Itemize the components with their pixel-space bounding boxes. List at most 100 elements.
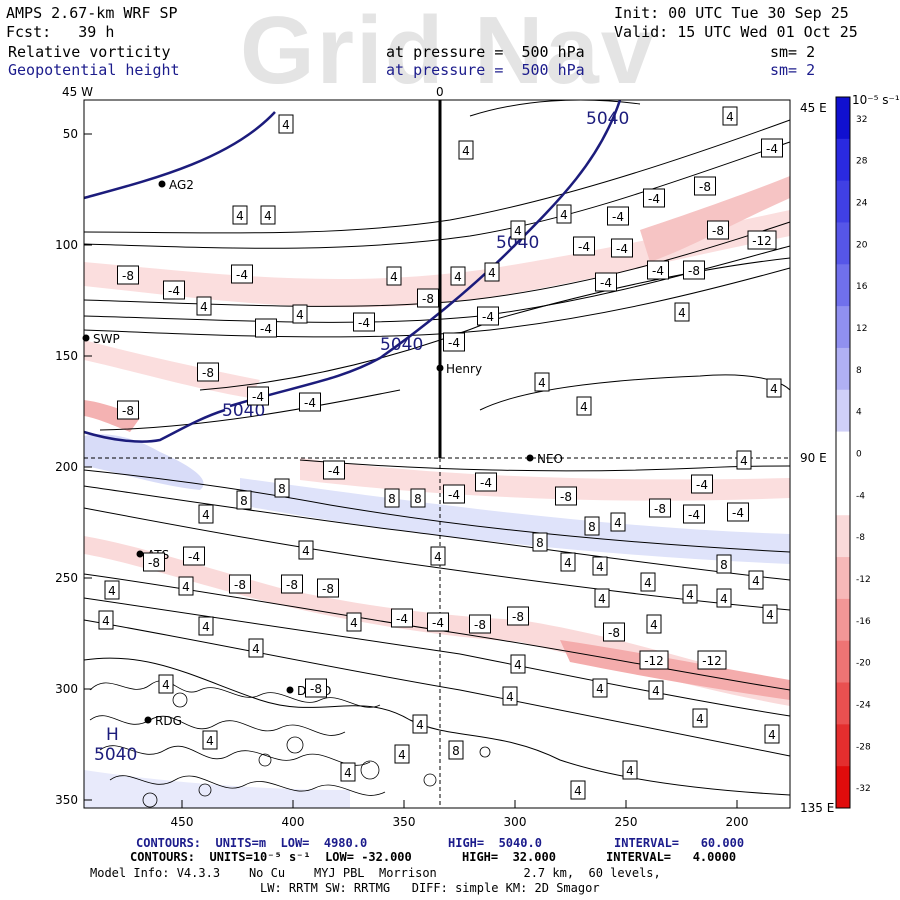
vorticity-label-box	[292, 304, 308, 324]
colorbar-tick-label: 20	[856, 240, 868, 250]
vorticity-label: -4	[236, 268, 248, 282]
vorticity-label-box	[683, 504, 705, 524]
vorticity-label: 8	[414, 492, 422, 506]
vorticity-label: 4	[506, 690, 514, 704]
station-label: SWP	[93, 332, 120, 346]
x-tick-label: 350	[393, 815, 416, 829]
colorbar-swatch	[836, 264, 850, 307]
vorticity-label: 4	[696, 712, 704, 726]
vorticity-label-box	[183, 546, 205, 566]
colorbar-swatch	[836, 473, 850, 516]
vorticity-label: -8	[688, 264, 700, 278]
vorticity-label-box	[592, 678, 608, 698]
vorticity-label-box	[648, 680, 664, 700]
vorticity-label: -8	[286, 578, 298, 592]
vorticity-label-box	[697, 650, 727, 670]
vorticity-label-box	[640, 572, 656, 592]
vorticity-label-box	[417, 288, 439, 308]
vorticity-label: 4	[726, 110, 734, 124]
vorticity-label-box	[603, 622, 625, 642]
vorticity-label-box	[610, 512, 626, 532]
vorticity-label-box	[646, 614, 662, 634]
vorticity-label: -8	[234, 578, 246, 592]
vorticity-label: 4	[768, 728, 776, 742]
vorticity-label: 4	[434, 550, 442, 564]
vorticity-label: 4	[264, 209, 272, 223]
vorticity-label-box	[158, 674, 174, 694]
vorticity-label: -4	[616, 242, 628, 256]
colorbar-tick-label: -20	[856, 659, 871, 669]
vorticity-label-box	[611, 238, 633, 258]
vorticity-label-box	[576, 396, 592, 416]
colorbar-tick-label: -8	[856, 533, 865, 543]
longitude-label: 45 W	[62, 85, 93, 99]
vorticity-label-box	[231, 264, 253, 284]
stations: AG2 SWP Henry NEO ATS DOLO RDG	[82, 178, 563, 728]
vorticity-label-box	[410, 488, 426, 508]
vorticity-label-box	[247, 386, 269, 406]
negative-vorticity-shading	[84, 340, 260, 398]
init-time: Init: 00 UTC Tue 30 Sep 25	[614, 4, 849, 22]
vorticity-label-box	[639, 650, 669, 670]
vorticity-label-box	[683, 260, 705, 280]
vorticity-label: 4	[720, 592, 728, 606]
longitude-label: 90 E	[800, 451, 827, 465]
field1-smoothing: sm= 2	[770, 43, 816, 61]
vorticity-label: -8	[560, 490, 572, 504]
vorticity-label: -8	[202, 366, 214, 380]
vorticity-label: -4	[732, 506, 744, 520]
high-value: 5040	[94, 745, 137, 765]
vorticity-label-box	[622, 760, 638, 780]
vorticity-label: -12	[752, 234, 772, 248]
colorbar-tick-label: -12	[856, 575, 871, 585]
vorticity-label-box	[762, 604, 778, 624]
vorticity-label: 8	[536, 536, 544, 550]
vorticity-label-box	[707, 220, 729, 240]
vorticity-label: 8	[452, 744, 460, 758]
footer-vort-units: CONTOURS: UNITS=10⁻⁵ s⁻¹ LOW= -32.000	[130, 850, 412, 864]
vorticity-label-box	[556, 204, 572, 224]
vorticity-label-box	[117, 400, 139, 420]
vorticity-label-box	[592, 556, 608, 576]
vorticity-label-box	[607, 206, 629, 226]
vorticity-label-box	[443, 332, 465, 352]
vorticity-label-box	[178, 576, 194, 596]
vorticity-label: -8	[122, 269, 134, 283]
vorticity-label-box	[278, 114, 294, 134]
colorbar-tick-label: 8	[856, 366, 862, 376]
vorticity-label: 4	[538, 376, 546, 390]
colorbar-tick-label: -28	[856, 742, 871, 752]
vorticity-contours	[83, 99, 791, 796]
positive-vorticity-shading	[240, 478, 790, 564]
vorticity-label-box	[346, 612, 362, 632]
station-marker	[136, 550, 144, 558]
colorbar-swatch	[836, 557, 850, 600]
vorticity-label-box	[394, 744, 410, 764]
station-marker	[82, 334, 90, 342]
height-contour-label: 5040	[380, 335, 423, 355]
footer-physics-info: LW: RRTM SW: RRTMG DIFF: simple KM: 2D S…	[260, 881, 600, 895]
valid-time: Valid: 15 UTC Wed 01 Oct 25	[614, 23, 858, 41]
vorticity-label: 4	[514, 658, 522, 672]
positive-vorticity-shading	[84, 434, 204, 490]
longitude-label: 135 E	[800, 801, 834, 815]
vorticity-label: 4	[416, 718, 424, 732]
height-contour-label: 5040	[222, 401, 265, 421]
vorticity-label: 4	[282, 118, 290, 132]
vorticity-label-box	[736, 450, 752, 470]
vorticity-label: -4	[304, 396, 316, 410]
vorticity-label: -4	[260, 322, 272, 336]
colorbar: 32 28 24 20 16 12 8 4 0 -4 -8 -12 -16 -20 -24 -28 -32	[835, 96, 871, 809]
vorticity-label-box	[649, 498, 671, 518]
vorticity-label-box	[450, 266, 466, 286]
vorticity-label-box	[412, 714, 428, 734]
colorbar-swatch	[836, 389, 850, 433]
x-tick-label: 300	[504, 815, 527, 829]
y-tick-label: 350	[55, 793, 78, 807]
vorticity-label-box	[117, 265, 139, 285]
colorbar-tick-label: 4	[856, 408, 862, 418]
vorticity-label: 8	[278, 482, 286, 496]
vorticity-label: 4	[740, 454, 748, 468]
vorticity-label-box	[532, 532, 548, 552]
